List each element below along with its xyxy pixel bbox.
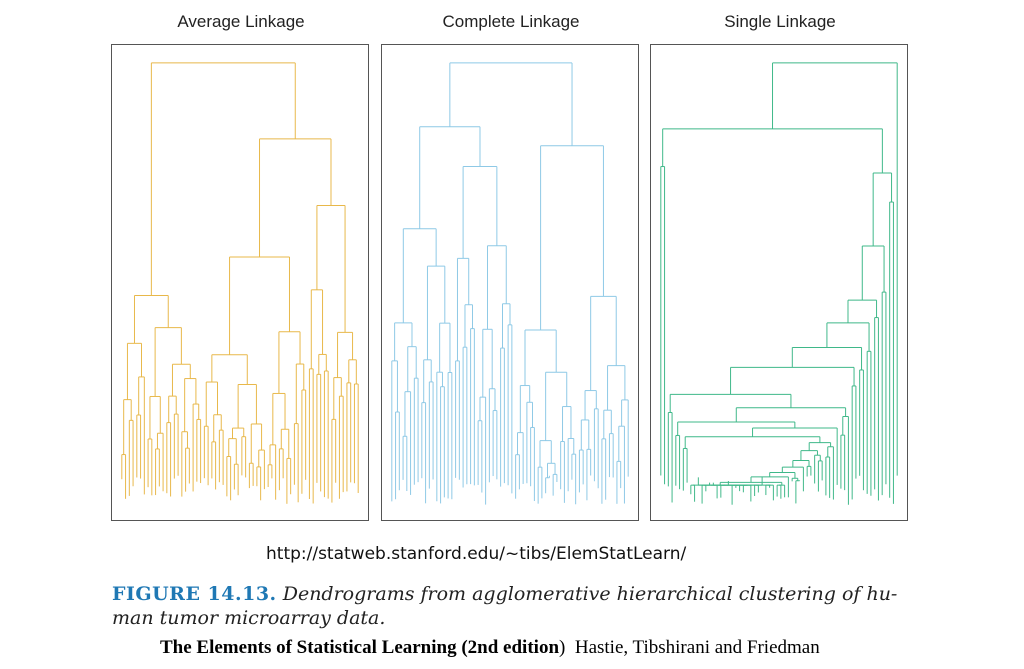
figure-label: FIGURE 14.13. xyxy=(112,583,277,605)
dendrogram-panel-average xyxy=(111,44,369,521)
dendrogram-complete xyxy=(391,62,629,505)
book-title-paren: ) xyxy=(559,637,566,658)
figure-caption: FIGURE 14.13. Dendrograms from agglomera… xyxy=(112,582,932,630)
book-citation: The Elements of Statistical Learning (2n… xyxy=(160,637,820,659)
dendrogram-panel-complete xyxy=(381,44,639,521)
book-title: The Elements of Statistical Learning (2n… xyxy=(160,637,560,658)
panel-title-average: Average Linkage xyxy=(177,12,305,31)
source-url[interactable]: http://statweb.stanford.edu/~tibs/ElemSt… xyxy=(266,544,687,564)
dendrogram-average xyxy=(121,62,359,504)
figure-caption-text: Dendrograms from agglomerative hierarchi… xyxy=(112,583,898,629)
dendrogram-panel-single xyxy=(650,44,908,521)
book-authors: Hastie, Tibshirani and Friedman xyxy=(574,637,820,658)
panel-title-complete: Complete Linkage xyxy=(442,12,580,31)
dendrogram-single xyxy=(660,62,898,505)
panel-title-single: Single Linkage xyxy=(724,12,836,31)
